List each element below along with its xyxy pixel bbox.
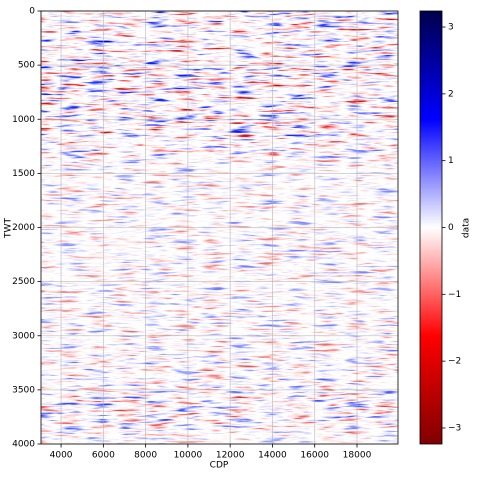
y-axis-label: TWT [4,218,14,239]
x-axis-label: CDP [210,461,229,471]
y-tick-label: 1500 [12,169,35,179]
colorbar-tick-label: −3 [448,423,461,433]
colorbar-tick-label: 3 [448,23,454,33]
colorbar-tick-label: −1 [448,290,461,300]
colorbar-tick-label: 2 [448,89,454,99]
y-tick-label: 4000 [12,440,35,450]
x-tick-label: 12000 [216,451,245,461]
x-tick-label: 10000 [174,451,203,461]
colorbar-tick-label: 1 [448,156,454,166]
y-tick-label: 3000 [12,331,35,341]
y-tick-label: 500 [18,61,35,71]
y-tick-label: 1000 [12,115,35,125]
colorbar-label: data [462,218,472,238]
x-tick-label: 18000 [343,451,372,461]
x-tick-label: 8000 [134,451,157,461]
y-tick-label: 2000 [12,223,35,233]
y-tick-label: 3500 [12,385,35,395]
x-tick-label: 4000 [50,451,73,461]
y-tick-label: 2500 [12,277,35,287]
colorbar [419,10,443,445]
y-tick-label: 0 [29,7,35,17]
colorbar-tick-label: 0 [448,223,454,233]
x-tick-label: 6000 [92,451,115,461]
x-tick-label: 16000 [300,451,329,461]
colorbar-tick-label: −2 [448,357,461,367]
x-tick-label: 14000 [258,451,287,461]
